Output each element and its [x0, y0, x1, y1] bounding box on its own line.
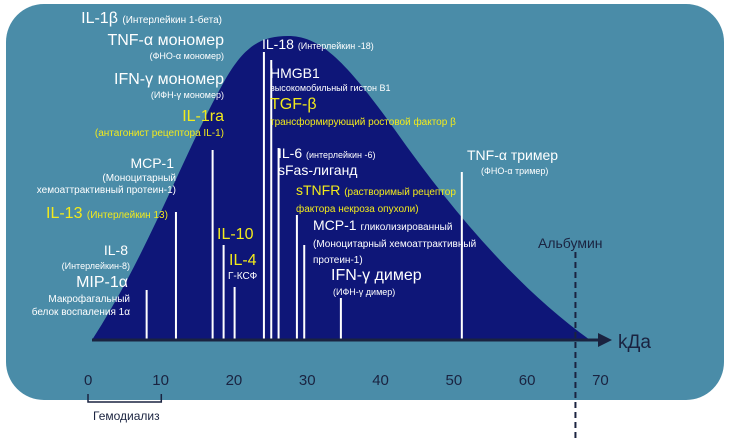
marker-lines	[145, 52, 463, 340]
x-tick-label-40: 40	[372, 372, 389, 389]
albumin-label: Альбумин	[538, 235, 603, 251]
x-tick-label-30: 30	[298, 372, 316, 389]
il8-label: IL-8	[103, 242, 128, 258]
tnfa-trimer-sub: (ФНО-α тример)	[481, 166, 549, 176]
il6-label: IL-6 (интерлейкин -6)	[278, 145, 376, 161]
tgfb-sub: трансформирующий ростовой фактор β	[270, 117, 456, 128]
il13-label: IL-13 (Интерлейкин 13)	[46, 205, 168, 222]
axis-unit-label: kДа	[618, 332, 651, 353]
hmgb1-sub: высокомобильный гистон B1	[270, 83, 391, 93]
gcsf-label: Г-КСФ	[228, 271, 258, 282]
il18-label: IL-18 (Интерлейкин -18)	[262, 36, 374, 52]
il1b-label: IL-1β (Интерлейкин 1-бета)	[81, 10, 222, 27]
ifng-monomer-sub: (ИФН-γ мономер)	[150, 90, 224, 100]
tnfa-trimer-label: TNF-α тример	[467, 147, 559, 163]
x-tick-label-0: 0	[84, 372, 93, 389]
il8-sub: (Интерлейкин-8)	[61, 261, 130, 271]
hmgb1-label: HMGB1	[270, 65, 320, 81]
sfas-ligand-label: sFas-лиганд	[278, 162, 358, 178]
ifng-dimer-label: IFN-γ димер	[331, 267, 422, 284]
mip1a-label: MIP-1α	[76, 274, 128, 291]
x-tick-label-50: 50	[445, 372, 463, 389]
x-tick-label-20: 20	[225, 372, 243, 389]
x-tick-label-70: 70	[592, 372, 609, 389]
hemodialysis-label: Гемодиализ	[93, 409, 160, 423]
mcp1-sub: (Моноцитарный хемоаттрактивный протеин-1…	[36, 173, 176, 196]
mcp1-gly-label: MCP-1 гликолизированный (Моноцитарный хе…	[313, 217, 477, 266]
mip1a-sub: Макрофагальный белок воспаления 1α	[31, 294, 130, 318]
tnfa-monomer-sub: (ФНО-α мономер)	[149, 51, 224, 61]
il10-label: IL-10	[217, 226, 254, 243]
x-tick-label-60: 60	[518, 372, 536, 389]
x-tick-label-10: 10	[152, 372, 169, 389]
il1ra-sub: (антагонист рецептора IL-1)	[94, 128, 224, 139]
x-axis-arrow	[598, 333, 612, 347]
mcp1-label: MCP-1	[130, 155, 174, 171]
il1ra-label: IL-1ra	[182, 108, 224, 125]
tnfa-monomer-label: TNF-α мономер	[107, 32, 224, 49]
ifng-dimer-sub: (ИФН-γ димер)	[333, 287, 396, 297]
il4-label: IL-4	[229, 252, 257, 269]
hemodialysis-bracket	[87, 394, 163, 403]
distribution-curve	[92, 36, 590, 340]
ifng-monomer-label: IFN-γ мономер	[114, 71, 224, 88]
tgfb-label: TGF-β	[270, 96, 317, 113]
stnfr-label: sTNFR (растворимый рецептор фактора некр…	[296, 182, 456, 215]
